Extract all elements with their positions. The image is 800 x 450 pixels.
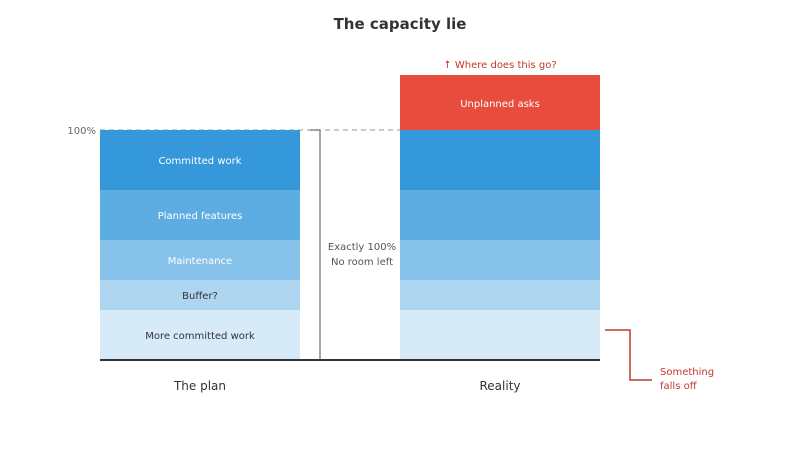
plan-segment-more-committed — [100, 310, 300, 360]
reality-segment-more-committed — [400, 310, 600, 360]
capacity-label: 100% — [67, 126, 96, 137]
reality-segment-maintenance — [400, 240, 600, 280]
plan-segment-label: Buffer? — [182, 291, 218, 302]
falls-off-note-line2: falls off — [660, 381, 698, 392]
reality-segment-buffer — [400, 280, 600, 310]
falls-off-note-line1: Something — [660, 367, 714, 378]
diagram-title: The capacity lie — [334, 15, 467, 33]
overflow-question: ↑ Where does this go? — [443, 60, 556, 71]
reality-bar-label: Reality — [479, 379, 520, 393]
reality-segment-committed — [400, 130, 600, 190]
plan-bar-label: The plan — [173, 379, 226, 393]
plan-segment-maintenance — [100, 240, 300, 280]
plan-segment-label: More committed work — [145, 331, 255, 342]
reality-segment-planned — [400, 190, 600, 240]
reality-unplanned-label: Unplanned asks — [460, 99, 540, 110]
plan-segment-label: Maintenance — [168, 256, 232, 267]
plan-bar: Committed work Planned features Maintena… — [100, 130, 300, 360]
divider-note-line1: Exactly 100% — [328, 242, 396, 253]
plan-segment-label: Planned features — [158, 211, 243, 222]
reality-segment-unplanned — [400, 75, 600, 130]
plan-segment-buffer — [100, 280, 300, 310]
plan-segment-label: Committed work — [158, 156, 241, 167]
plan-segment-committed — [100, 130, 300, 190]
falls-off-bracket — [605, 329, 652, 381]
plan-segment-planned — [100, 190, 300, 240]
reality-bar: Unplanned asks — [400, 75, 600, 360]
divider-note-line2: No room left — [331, 257, 393, 268]
